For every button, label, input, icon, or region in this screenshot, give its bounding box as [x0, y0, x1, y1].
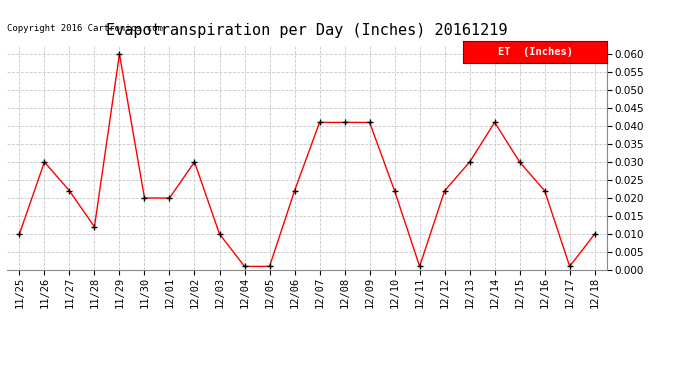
Text: Copyright 2016 Cartronics.com: Copyright 2016 Cartronics.com [7, 24, 163, 33]
Title: Evapotranspiration per Day (Inches) 20161219: Evapotranspiration per Day (Inches) 2016… [106, 23, 508, 38]
